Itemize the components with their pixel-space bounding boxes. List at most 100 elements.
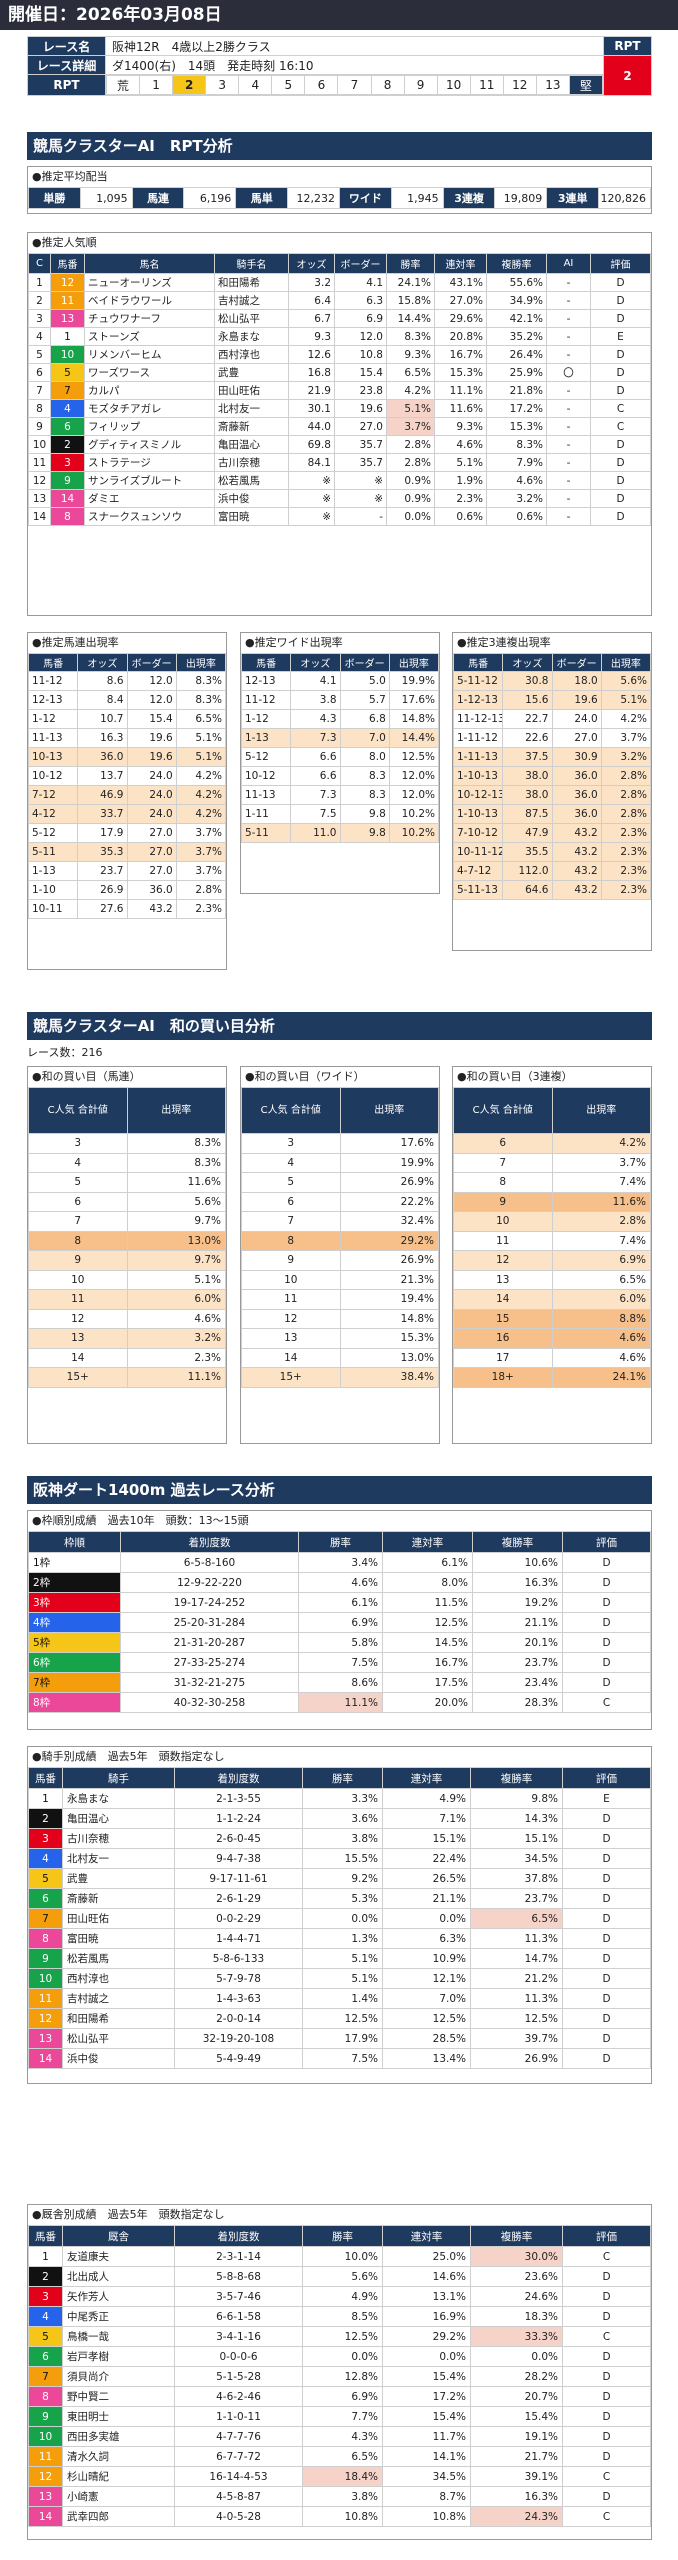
popularity-cell: 12.0 <box>334 327 387 346</box>
wa1-cell: 11 <box>28 1289 128 1310</box>
waku-cell: 7.5% <box>298 1652 383 1673</box>
table-row: 13 3.2% <box>28 1328 226 1349</box>
popularity-cell: 2 <box>28 291 51 310</box>
table-row: 4 中尾秀正 6-6-1-58 8.5% 16.9% 18.3% D <box>28 2306 651 2327</box>
popularity-cell: 0.0% <box>386 507 435 526</box>
popularity-cell: チュウワナーフ <box>84 309 215 328</box>
table-row: 12 9 サンライズブルート 松若風馬 ※ ※ 0.9% 1.9% 4.6% - D <box>28 471 651 490</box>
trainer-header: 連対率 <box>382 2225 471 2247</box>
wa1-cell: 9 <box>28 1250 128 1271</box>
payout-label: 3連複 <box>442 187 496 209</box>
table-row: 4 北村友一 9-4-7-38 15.5% 22.4% 34.5% D <box>28 1848 651 1869</box>
waku-cell: 3枠 <box>28 1592 121 1613</box>
wide-cell: 3.8 <box>290 690 341 710</box>
section-rpt-analysis: 競馬クラスターAI RPT分析 <box>27 132 652 160</box>
popularity-cell: - <box>334 507 387 526</box>
popularity-cell: 7.9% <box>486 453 547 472</box>
race-detail: ダ1400(右) 14頭 発走時刻 16:10 <box>105 55 604 75</box>
wa1-header: 出現率 <box>126 1087 226 1134</box>
table-row: 11 7.4% <box>453 1230 651 1251</box>
popularity-cell: 3.7% <box>386 417 435 436</box>
popularity-cell: 2 <box>50 435 85 454</box>
wide-cell: 6.6 <box>290 766 341 786</box>
payout-title: ●推定平均配当 <box>32 170 108 183</box>
wa3-cell: 8 <box>453 1172 553 1193</box>
trainer-cell: 4 <box>28 2306 63 2327</box>
popularity-cell: 29.6% <box>434 309 487 328</box>
payout-value: 120,826 <box>598 187 651 209</box>
waku-cell: 6.1% <box>382 1552 473 1573</box>
waku-cell: 8枠 <box>28 1692 121 1713</box>
popularity-cell: D <box>590 381 651 400</box>
wa3-header: C人気 合計値 <box>453 1087 553 1134</box>
wa2-cell: 4 <box>241 1152 341 1173</box>
popularity-cell: サンライズブルート <box>84 471 215 490</box>
wide-cell: 11.0 <box>290 823 341 843</box>
wa1-cell: 2.3% <box>126 1347 226 1368</box>
umaren-cell: 11-12 <box>27 671 79 691</box>
trainer-cell: 4-7-7-76 <box>174 2426 303 2447</box>
wide-cell: 10.2% <box>388 804 440 824</box>
table-row: 9 松若風馬 5-8-6-133 5.1% 10.9% 14.7% D <box>28 1948 651 1969</box>
table-row: 1-10-13 87.5 36.0 2.8% <box>452 804 652 824</box>
jockey-cell: 3 <box>28 1828 63 1849</box>
table-row: 10 5.1% <box>28 1269 226 1290</box>
popularity-cell: D <box>590 435 651 454</box>
popularity-cell: ニューオーリンズ <box>84 273 215 292</box>
jockey-header: 連対率 <box>382 1767 471 1789</box>
table-row: 7 3.7% <box>453 1152 651 1173</box>
waku-cell: D <box>562 1652 651 1673</box>
waku-cell: 11.5% <box>382 1592 473 1613</box>
trainer-cell: 7 <box>28 2366 63 2387</box>
table-row: 13 小崎憲 4-5-8-87 3.8% 8.7% 16.3% D <box>28 2486 651 2507</box>
popularity-cell: - <box>546 471 591 490</box>
jockey-cell: D <box>562 2028 651 2049</box>
sanren-cell: 1-11-12 <box>452 728 504 748</box>
popularity-cell: 12 <box>50 273 85 292</box>
popularity-cell: 4 <box>28 327 51 346</box>
jockey-cell: D <box>562 2008 651 2029</box>
trainer-cell: 11 <box>28 2446 63 2467</box>
waku-cell: 20.1% <box>472 1632 563 1653</box>
umaren-cell: 2.3% <box>175 899 227 919</box>
wide-header: 馬番 <box>240 653 292 672</box>
trainer-cell: 10.8% <box>302 2506 383 2527</box>
trainer-cell: 清水久詞 <box>62 2446 175 2467</box>
jockey-cell: 39.7% <box>470 2028 563 2049</box>
waku-cell: 11.1% <box>298 1692 383 1713</box>
trainer-cell: 中尾秀正 <box>62 2306 175 2327</box>
wide-title: ●推定ワイド出現率 <box>245 636 343 649</box>
waku-cell: 28.3% <box>472 1692 563 1713</box>
umaren-cell: 17.9 <box>77 823 128 843</box>
sanren-cell: 112.0 <box>502 861 553 881</box>
sanren-cell: 1-10-13 <box>452 804 504 824</box>
popularity-cell: 11 <box>28 453 51 472</box>
trainer-cell: 39.1% <box>470 2466 563 2487</box>
jockey-cell: 12.5% <box>470 2008 563 2029</box>
sanren-cell: 10-12-13 <box>452 785 504 805</box>
trainer-cell: 0.0% <box>302 2346 383 2367</box>
popularity-cell: 34.9% <box>486 291 547 310</box>
wa2-cell: 5 <box>241 1172 341 1193</box>
jockey-cell: 37.8% <box>470 1868 563 1889</box>
jockey-header: 勝率 <box>302 1767 383 1789</box>
wide-cell: 10.2% <box>388 823 440 843</box>
wide-cell: 7.3 <box>290 728 341 748</box>
popularity-cell: 35.7 <box>334 453 387 472</box>
jockey-box: ●騎手別成績 過去5年 頭数指定なし 馬番 騎手 着別度数 勝率 連対率 複勝率 評価 1 永島… <box>27 1746 652 2084</box>
popularity-cell: 0.6% <box>434 507 487 526</box>
table-row: 12-13 8.4 12.0 8.3% <box>27 690 227 710</box>
popularity-cell: 1 <box>50 327 85 346</box>
trainer-cell: D <box>562 2346 651 2367</box>
table-row: 1-11 7.5 9.8 10.2% <box>240 804 440 824</box>
trainer-cell: 17.2% <box>382 2386 471 2407</box>
rpt-scale-6: 6 <box>304 75 339 95</box>
table-row: 7 田山旺佑 0-0-2-29 0.0% 0.0% 6.5% D <box>28 1908 651 1929</box>
table-row: 1 12 ニューオーリンズ 和田陽希 3.2 4.1 24.1% 43.1% 55.6% - D <box>28 273 651 292</box>
table-row: 4 19.9% <box>241 1152 439 1173</box>
umaren-cell: 27.0 <box>126 861 177 881</box>
jockey-cell: 17.9% <box>302 2028 383 2049</box>
trainer-cell: 友道康夫 <box>62 2246 175 2267</box>
sanren-header: オッズ <box>502 653 553 672</box>
popularity-cell: 21.9 <box>288 381 335 400</box>
